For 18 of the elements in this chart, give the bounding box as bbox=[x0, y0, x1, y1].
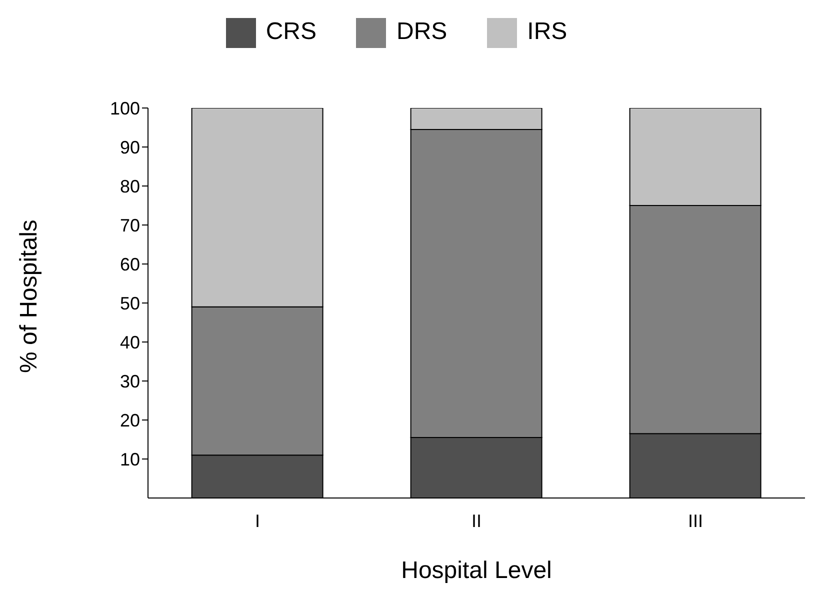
y-tick-label: 40 bbox=[120, 332, 140, 352]
y-tick-label: 10 bbox=[120, 449, 140, 470]
y-tick-label: 100 bbox=[110, 98, 140, 118]
y-axis-title: % of Hospitals bbox=[16, 220, 43, 373]
x-axis-title: Hospital Level bbox=[401, 557, 552, 584]
y-tick-label: 80 bbox=[120, 176, 140, 196]
legend-label: IRS bbox=[527, 18, 568, 46]
y-tick-label: 50 bbox=[120, 293, 140, 314]
y-tick-label: 70 bbox=[120, 215, 140, 236]
y-tick-label: 20 bbox=[120, 410, 140, 430]
x-tick-label: I bbox=[254, 510, 260, 531]
x-tick-label: II bbox=[471, 510, 482, 531]
legend-label: DRS bbox=[396, 18, 448, 46]
legend-label: CRS bbox=[266, 18, 316, 46]
y-tick-label: 30 bbox=[120, 371, 140, 392]
y-tick-label: 90 bbox=[120, 137, 140, 158]
y-tick-label: 60 bbox=[120, 254, 140, 274]
x-tick-label: III bbox=[688, 510, 704, 531]
